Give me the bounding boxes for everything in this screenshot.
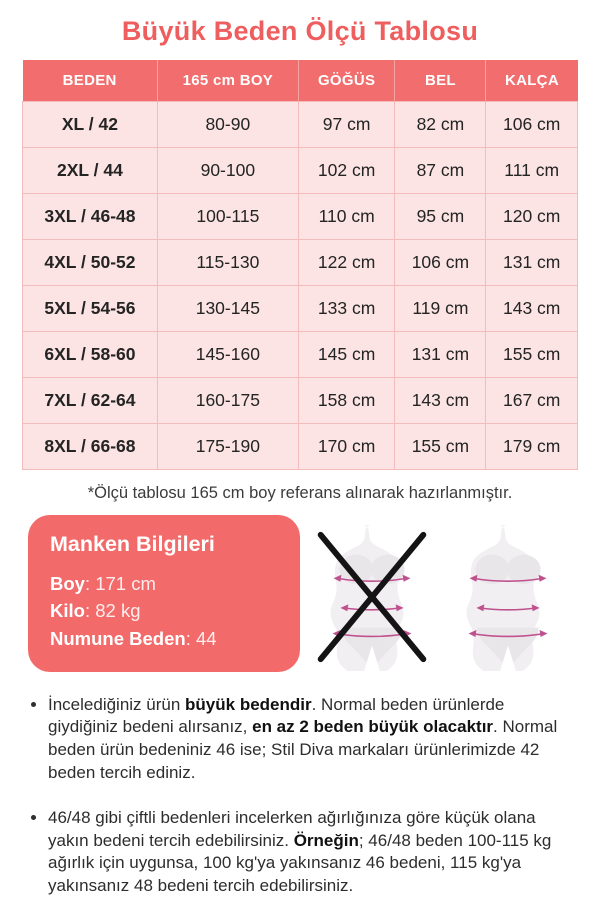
model-info-label: Numune Beden bbox=[50, 628, 186, 649]
size-cell: 3XL / 46-48 bbox=[22, 192, 158, 240]
note-text: . Normal beden ürün bedeniniz 46 ise; St… bbox=[48, 717, 558, 782]
measurement-cell: 97 cm bbox=[297, 100, 396, 148]
size-cell: 2XL / 44 bbox=[22, 146, 158, 194]
measurement-cell: 115-130 bbox=[156, 238, 299, 286]
x-mark-icon bbox=[318, 531, 427, 662]
column-header: BEL bbox=[394, 60, 487, 101]
measurement-cell: 100-115 bbox=[156, 192, 299, 240]
note-text-bold: en az 2 beden büyük olacaktır bbox=[252, 717, 494, 737]
table-row: 8XL / 66-68 175-190 170 cm 155 cm 179 cm bbox=[22, 422, 578, 470]
table-row: 3XL / 46-48 100-115 110 cm 95 cm 120 cm bbox=[22, 192, 578, 240]
correct-measurement-figure bbox=[445, 523, 571, 671]
model-info-line: Numune Beden: 44 bbox=[50, 625, 282, 653]
measurement-cell: 130-145 bbox=[156, 284, 299, 332]
note-text-bold: büyük bedendir bbox=[185, 694, 312, 714]
measurement-figures bbox=[300, 515, 580, 671]
measurement-cell: 158 cm bbox=[297, 376, 396, 424]
size-cell: 4XL / 50-52 bbox=[22, 238, 158, 286]
model-info-line: Kilo: 82 kg bbox=[50, 597, 282, 625]
measurement-cell: 170 cm bbox=[297, 422, 396, 470]
measurement-cell: 145 cm bbox=[297, 330, 396, 378]
model-info-line: Boy: 171 cm bbox=[50, 570, 282, 598]
page-title: Büyük Beden Ölçü Tablosu bbox=[121, 16, 479, 46]
measurement-cell: 80-90 bbox=[156, 100, 299, 148]
table-row: 2XL / 44 90-100 102 cm 87 cm 111 cm bbox=[22, 146, 578, 194]
table-row: XL / 42 80-90 97 cm 82 cm 106 cm bbox=[22, 100, 578, 148]
size-table-body: XL / 42 80-90 97 cm 82 cm 106 cm 2XL / 44 90-1… bbox=[22, 100, 578, 470]
crossed-out-body-icon bbox=[318, 523, 427, 671]
measurement-cell: 106 cm bbox=[485, 100, 578, 148]
measurement-cell: 131 cm bbox=[394, 330, 487, 378]
measurement-cell: 111 cm bbox=[485, 146, 578, 194]
measurement-cell: 143 cm bbox=[394, 376, 487, 424]
model-info-value: : 44 bbox=[185, 628, 217, 649]
measurement-cell: 167 cm bbox=[485, 376, 578, 424]
measurement-cell: 95 cm bbox=[394, 192, 487, 240]
table-row: 7XL / 62-64 160-175 158 cm 143 cm 167 cm bbox=[22, 376, 578, 424]
note-item: 46/48 gibi çiftli bedenleri incelerken a… bbox=[48, 807, 574, 897]
measurement-cell: 133 cm bbox=[297, 284, 396, 332]
measurement-cell: 106 cm bbox=[394, 238, 487, 286]
measurement-cell: 119 cm bbox=[394, 284, 487, 332]
measurement-cell: 82 cm bbox=[394, 100, 487, 148]
note-text: İncelediğiniz ürün bbox=[48, 694, 186, 714]
measurement-cell: 102 cm bbox=[297, 146, 396, 194]
column-header: BEDEN bbox=[22, 60, 158, 101]
size-table: BEDEN 165 cm BOY GÖĞÜS BEL KALÇA XL / 42 80-9… bbox=[22, 60, 578, 470]
measurement-cell: 110 cm bbox=[297, 192, 396, 240]
measurement-cell: 160-175 bbox=[156, 376, 299, 424]
model-info-card: Manken Bilgileri Boy: 171 cm Kilo: 82 kg N… bbox=[28, 514, 300, 672]
model-info-rows: Boy: 171 cm Kilo: 82 kg Numune Beden: 44 bbox=[50, 570, 282, 653]
measurement-cell: 155 cm bbox=[394, 422, 487, 470]
body-measurements-icon bbox=[465, 523, 548, 671]
model-info-label: Kilo bbox=[50, 600, 85, 622]
measurement-cell: 143 cm bbox=[485, 284, 578, 332]
measurement-cell: 87 cm bbox=[394, 146, 487, 194]
measurement-cell: 120 cm bbox=[485, 192, 578, 240]
model-info-value: : 171 cm bbox=[84, 572, 156, 594]
model-and-figures-row: Manken Bilgileri Boy: 171 cm Kilo: 82 kg N… bbox=[28, 514, 580, 672]
size-cell: 5XL / 54-56 bbox=[22, 284, 158, 332]
measurement-cell: 179 cm bbox=[485, 422, 578, 470]
note-item: İncelediğiniz ürün büyük bedendir. Norma… bbox=[48, 694, 574, 784]
column-header: GÖĞÜS bbox=[298, 60, 396, 101]
note-text-bold: Örneğin bbox=[293, 830, 359, 850]
column-header: 165 cm BOY bbox=[157, 60, 299, 101]
table-row: 5XL / 54-56 130-145 133 cm 119 cm 143 cm bbox=[22, 284, 578, 332]
measurement-cell: 90-100 bbox=[156, 146, 299, 194]
header-row: BEDEN 165 cm BOY GÖĞÜS BEL KALÇA bbox=[22, 60, 578, 101]
notes-list: İncelediğiniz ürün büyük bedendir. Norma… bbox=[32, 694, 574, 898]
measurement-cell: 131 cm bbox=[485, 238, 578, 286]
size-cell: 7XL / 62-64 bbox=[22, 376, 158, 424]
size-cell: 8XL / 66-68 bbox=[22, 422, 158, 470]
note-text: . Normal beden ürünlerde giydiğiniz bede… bbox=[48, 694, 505, 737]
size-cell: XL / 42 bbox=[22, 100, 158, 148]
size-table-header: BEDEN 165 cm BOY GÖĞÜS BEL KALÇA bbox=[22, 60, 578, 101]
note-text: 46/48 gibi çiftli bedenleri incelerken a… bbox=[48, 808, 536, 850]
table-row: 4XL / 50-52 115-130 122 cm 106 cm 131 cm bbox=[22, 238, 578, 286]
size-chart-page: Büyük Beden Ölçü Tablosu BEDEN 165 cm BOY… bbox=[0, 16, 600, 916]
wrong-measurement-figure bbox=[309, 523, 435, 671]
measurement-cell: 122 cm bbox=[297, 238, 396, 286]
table-footnote: *Ölçü tablosu 165 cm boy referans alınar… bbox=[87, 483, 513, 502]
measurement-cell: 145-160 bbox=[156, 330, 299, 378]
measurement-cell: 175-190 bbox=[156, 422, 299, 470]
measurement-cell: 155 cm bbox=[485, 330, 578, 378]
table-row: 6XL / 58-60 145-160 145 cm 131 cm 155 cm bbox=[22, 330, 578, 378]
column-header: KALÇA bbox=[485, 60, 578, 101]
model-info-value: : 82 kg bbox=[84, 600, 141, 622]
note-text: ; 46/48 beden 100-115 kg ağırlık için uy… bbox=[48, 830, 552, 896]
size-cell: 6XL / 58-60 bbox=[22, 330, 158, 378]
model-info-title: Manken Bilgileri bbox=[50, 531, 215, 556]
model-info-label: Boy bbox=[50, 572, 85, 594]
